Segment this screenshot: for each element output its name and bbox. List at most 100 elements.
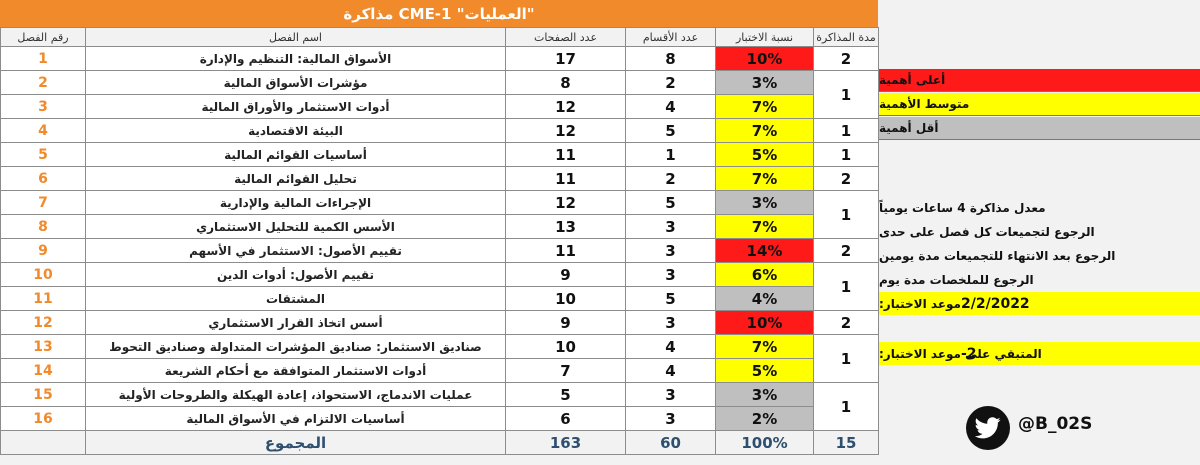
study-duration: 1 (813, 142, 879, 167)
section-count: 5 (625, 286, 716, 311)
section-count: 3 (625, 310, 716, 335)
exam-percent: 4% (715, 286, 814, 311)
legend-medium-importance: متوسط الأهمية (879, 93, 1200, 116)
section-count: 1 (625, 142, 716, 167)
totals-row: المجموع 163 60 100% 15 (0, 430, 879, 455)
study-duration: 2 (813, 166, 879, 191)
exam-percent: 7% (715, 166, 814, 191)
chapter-name: تحليل القوائم المالية (85, 166, 506, 191)
remaining-days-row: المتبقي على موعد الاختبار: -2 (879, 342, 1200, 365)
note-review-summaries: الرجوع للملخصات مدة يوم (879, 268, 1200, 291)
chapter-name: الأسواق المالية: التنظيم والإدارة (85, 46, 506, 71)
page-count: 11 (505, 142, 626, 167)
chapter-number: 14 (0, 358, 86, 383)
page-count: 8 (505, 70, 626, 95)
exam-percent: 7% (715, 214, 814, 239)
chapters-table: رقم الفصل اسم الفصل عدد الصفحات عدد الأق… (0, 27, 879, 455)
section-count: 5 (625, 190, 716, 215)
study-duration: 1 (813, 70, 879, 119)
table-row: 16 أساسيات الالتزام في الأسواق المالية 6 3 2… (0, 406, 879, 431)
chapter-number: 15 (0, 382, 86, 407)
section-count: 5 (625, 118, 716, 143)
remaining-days-label: المتبقي على موعد الاختبار: (879, 346, 1042, 361)
chapter-number: 10 (0, 262, 86, 287)
table-row: 6 تحليل القوائم المالية 11 2 7% 2 (0, 166, 879, 191)
twitter-icon[interactable] (966, 406, 1010, 450)
page-count: 12 (505, 118, 626, 143)
side-panel: أعلى أهمية متوسط الأهمية أقل أهمية معدل … (879, 0, 1200, 465)
page-count: 10 (505, 334, 626, 359)
chapter-name: أساسيات القوائم المالية (85, 142, 506, 167)
section-count: 3 (625, 262, 716, 287)
table-row: 2 مؤشرات الأسواق المالية 8 2 3% 1 (0, 70, 879, 119)
section-count: 4 (625, 358, 716, 383)
chapter-number: 8 (0, 214, 86, 239)
table-row: 12 أسس اتخاذ القرار الاستثماري 9 3 10% 2 (0, 310, 879, 335)
table-row: 14 أدوات الاستثمار المتوافقة مع أحكام الش… (0, 358, 879, 383)
chapter-number: 12 (0, 310, 86, 335)
study-duration: 2 (813, 310, 879, 335)
chapter-name: عمليات الاندماج، الاستحواذ، إعادة الهيكل… (85, 382, 506, 407)
chapter-number: 7 (0, 190, 86, 215)
chapter-name: أساسيات الالتزام في الأسواق المالية (85, 406, 506, 431)
chapter-name: تقييم الأصول: الاستثمار في الأسهم (85, 238, 506, 263)
chapter-number: 6 (0, 166, 86, 191)
header-exam-percent: نسبة الاختبار (715, 27, 814, 47)
page-count: 5 (505, 382, 626, 407)
totals-label: المجموع (85, 430, 506, 455)
study-duration: 1 (813, 262, 879, 311)
chapter-name: صناديق الاستثمار: صناديق المؤشرات المتدا… (85, 334, 506, 359)
section-count: 3 (625, 238, 716, 263)
table-row: 8 الأسس الكمية للتحليل الاستثماري 13 3 7% (0, 214, 879, 239)
study-duration: 1 (813, 382, 879, 431)
note-review-each: الرجوع لتجميعات كل فصل على حدى (879, 220, 1200, 243)
social-handle[interactable]: @B_02S (1018, 414, 1093, 434)
note-review-each-text: الرجوع لتجميعات كل فصل على حدى (879, 224, 1095, 239)
table-row: 10 تقييم الأصول: أدوات الدين 9 3 6% 1 (0, 262, 879, 311)
section-count: 3 (625, 406, 716, 431)
exam-percent: 3% (715, 70, 814, 95)
total-pages: 163 (505, 430, 626, 455)
chapter-number: 3 (0, 94, 86, 119)
chapter-number: 5 (0, 142, 86, 167)
chapter-name: الأسس الكمية للتحليل الاستثماري (85, 214, 506, 239)
table-row: 1 الأسواق المالية: التنظيم والإدارة 17 8 10%… (0, 46, 879, 71)
exam-percent: 7% (715, 118, 814, 143)
legend-medium-label: متوسط الأهمية (879, 97, 970, 111)
page-count: 13 (505, 214, 626, 239)
note-review-after: الرجوع بعد الانتهاء للتجميعات مدة يومين (879, 244, 1200, 267)
section-count: 3 (625, 382, 716, 407)
page-count: 12 (505, 94, 626, 119)
exam-percent: 14% (715, 238, 814, 263)
table-row: 7 الإجراءات المالية والإدارية 12 5 3% 1 (0, 190, 879, 239)
table-row: 3 أدوات الاستثمار والأوراق المالية 12 4 7% (0, 94, 879, 119)
page-count: 17 (505, 46, 626, 71)
total-sections: 60 (625, 430, 716, 455)
exam-percent: 2% (715, 406, 814, 431)
chapter-number: 16 (0, 406, 86, 431)
exam-percent: 5% (715, 142, 814, 167)
exam-percent: 3% (715, 190, 814, 215)
exam-date-row: موعد الاختبار: 2/2/2022 (879, 292, 1200, 315)
table-row: 9 تقييم الأصول: الاستثمار في الأسهم 11 3 14%… (0, 238, 879, 263)
chapter-name: تقييم الأصول: أدوات الدين (85, 262, 506, 287)
exam-percent: 7% (715, 334, 814, 359)
chapter-number: 2 (0, 70, 86, 95)
exam-percent: 3% (715, 382, 814, 407)
header-chapter-number: رقم الفصل (0, 27, 86, 47)
chapter-number: 9 (0, 238, 86, 263)
chapter-number: 1 (0, 46, 86, 71)
chapter-name: الإجراءات المالية والإدارية (85, 190, 506, 215)
legend-low-label: أقل أهمية (879, 121, 939, 135)
note-review-after-text: الرجوع بعد الانتهاء للتجميعات مدة يومين (879, 248, 1116, 263)
exam-date-label: موعد الاختبار: (879, 296, 961, 311)
section-count: 4 (625, 334, 716, 359)
header-chapter-name: اسم الفصل (85, 27, 506, 47)
page-count: 9 (505, 310, 626, 335)
header-sections: عدد الأقسام (625, 27, 716, 47)
exam-percent: 6% (715, 262, 814, 287)
header-study-duration: مدة المذاكرة (813, 27, 879, 47)
note-study-rate: معدل مذاكرة 4 ساعات يومياً (879, 196, 1200, 219)
chapter-name: أسس اتخاذ القرار الاستثماري (85, 310, 506, 335)
